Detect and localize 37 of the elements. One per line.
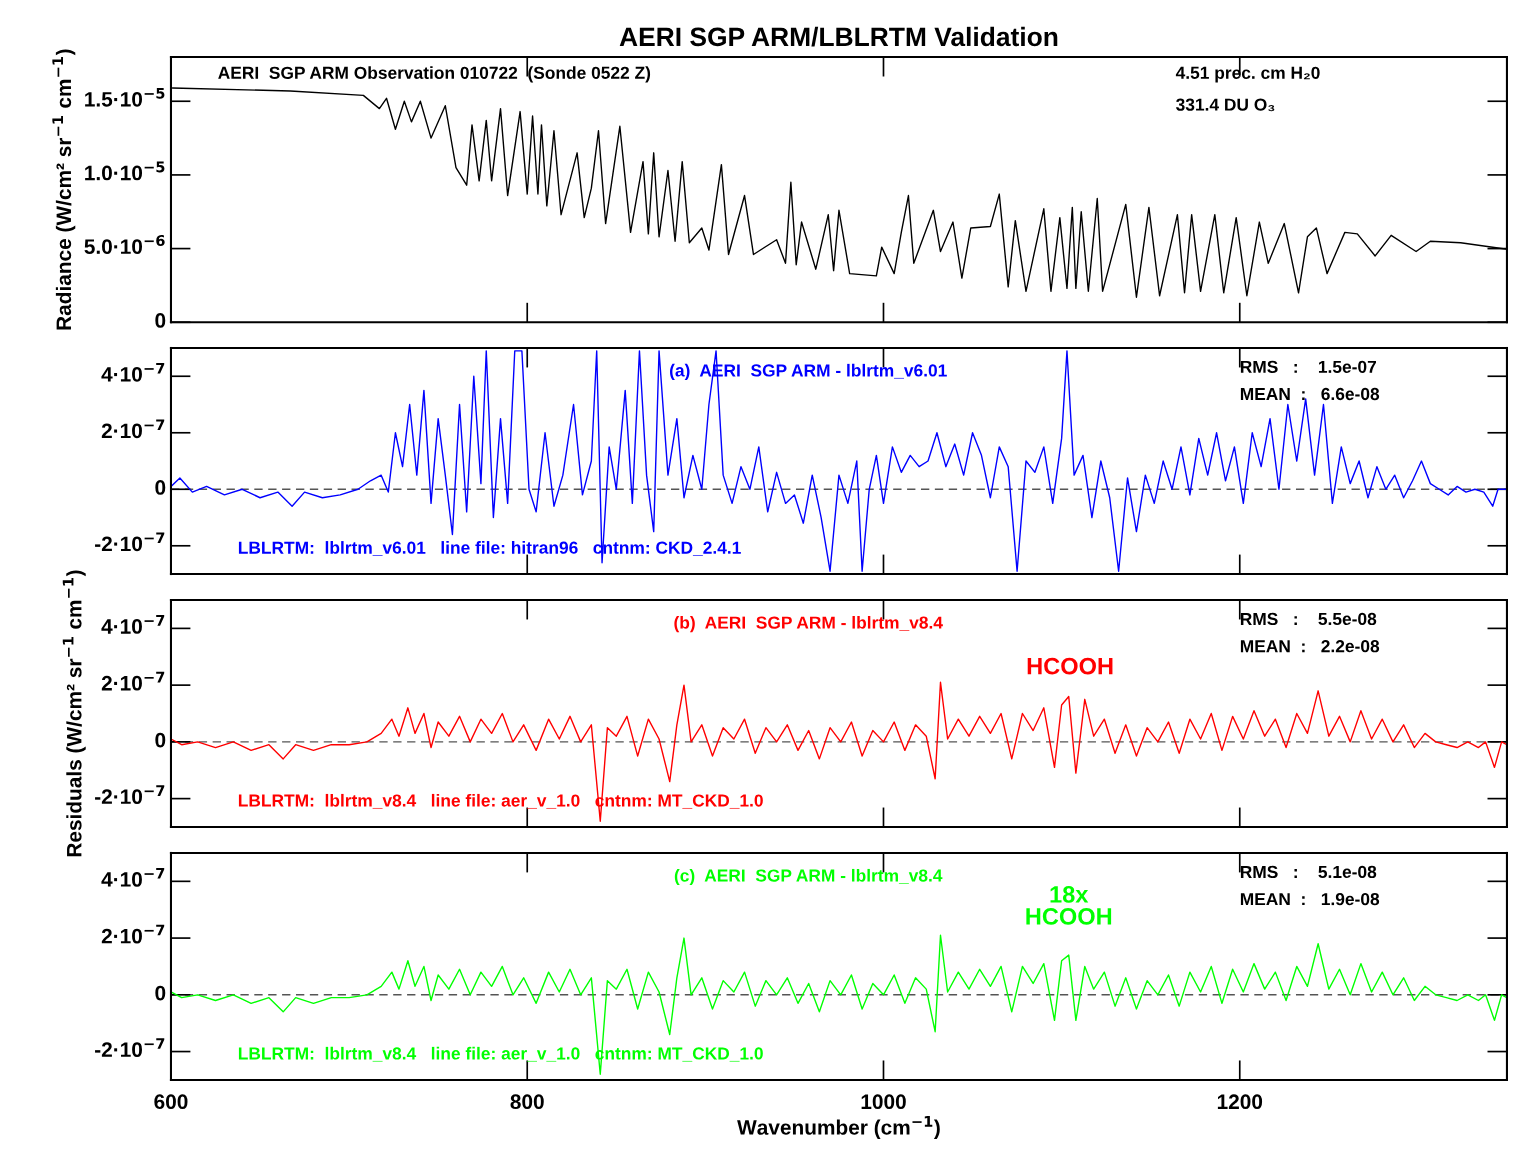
annotation: HCOOH — [1027, 657, 1113, 675]
y-tick-label: 1.0·10$^{−5}$ — [85, 161, 165, 181]
x-axis-title: Wavenumber (cm$^{−1}$) — [737, 1116, 940, 1139]
annotation: MEAN : 1.9e-08 — [1240, 893, 1380, 906]
y-tick-label: 0 — [155, 480, 166, 495]
y-tick-label: 2·10$^{−7}$ — [101, 419, 165, 439]
annotation: RMS : 1.5e-07 — [1240, 360, 1376, 373]
annotation: RMS : 5.5e-08 — [1240, 612, 1377, 626]
annotation: AERI SGP ARM Observation 010722 (Sonde 0522 Z) — [218, 66, 651, 83]
x-tick-label: 600 — [154, 1094, 188, 1110]
y-tick-label: 4·10$^{−7}$ — [101, 362, 165, 382]
y-tick-label: -2·10$^{−7}$ — [95, 785, 165, 805]
annotation: 4.51 prec. cm H₂0 — [1175, 66, 1320, 83]
y-tick-label: -2·10$^{−7}$ — [95, 532, 165, 552]
annotation: 18x HCOOH — [1026, 886, 1112, 925]
y-tick-label: 5.0·10$^{−6}$ — [84, 235, 165, 254]
y-tick-label: 0 — [155, 732, 166, 748]
annotation: (c) AERI SGP ARM - lblrtm_v8.4 — [674, 868, 943, 886]
y-tick-label: 2·10$^{−7}$ — [101, 671, 165, 691]
y-tick-label: -2·10$^{−7}$ — [95, 1038, 165, 1058]
y-tick-label: 2·10$^{−7}$ — [101, 924, 165, 944]
annotation: (b) AERI SGP ARM - lblrtm_v8.4 — [674, 615, 943, 633]
y-axis-title: Residuals (W/cm² sr$^{−1}$ cm$^{−1}$) — [62, 570, 86, 857]
x-tick-label: 1000 — [861, 1094, 906, 1110]
x-tick-label: 800 — [510, 1094, 544, 1110]
chart-title: AERI SGP ARM/LBLRTM Validation — [619, 26, 1058, 47]
annotation: MEAN : 6.6e-08 — [1240, 387, 1380, 401]
y-tick-label: 4·10$^{−7}$ — [101, 867, 165, 887]
y-tick-label: 0 — [155, 985, 166, 1001]
annotation: MEAN : 2.2e-08 — [1240, 640, 1380, 653]
y-axis-title: Radiance (W/cm² sr$^{−1}$ cm$^{−1}$) — [52, 49, 76, 330]
y-tick-label: 0 — [155, 313, 166, 328]
y-tick-label: 1.5·10$^{−5}$ — [85, 87, 165, 107]
y-tick-label: 4·10$^{−7}$ — [101, 615, 165, 634]
x-tick-label: 1200 — [1217, 1094, 1263, 1110]
annotation: 331.4 DU O₃ — [1176, 98, 1275, 112]
annotation: RMS : 5.1e-08 — [1240, 865, 1377, 879]
